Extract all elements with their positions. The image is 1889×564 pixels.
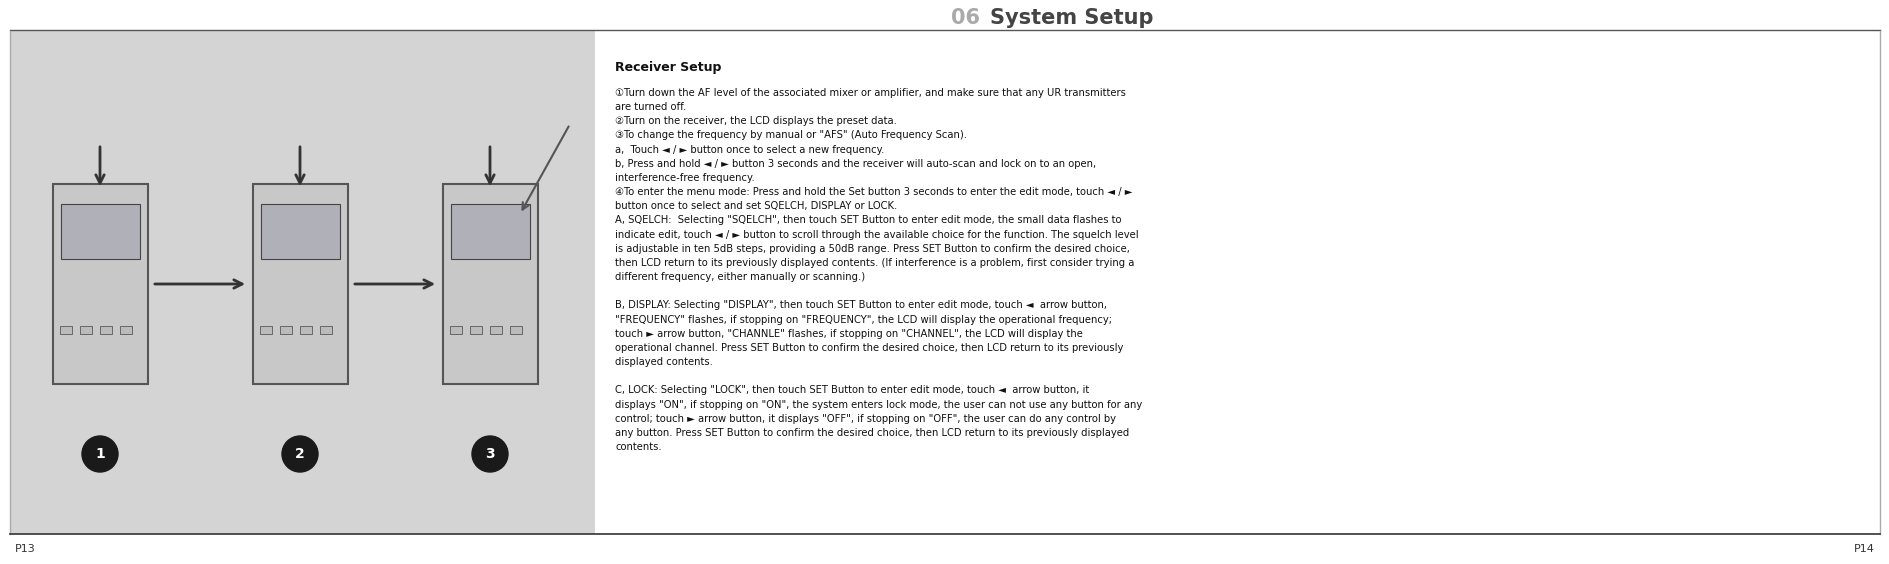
Bar <box>60 204 140 259</box>
Text: P14: P14 <box>1853 544 1874 554</box>
Bar <box>442 184 538 384</box>
Text: ①Turn down the AF level of the associated mixer or amplifier, and make sure that: ①Turn down the AF level of the associate… <box>614 88 1141 452</box>
Bar <box>451 204 529 259</box>
Text: 06: 06 <box>950 8 980 28</box>
Text: System Setup: System Setup <box>990 8 1152 28</box>
Text: Receiver Setup: Receiver Setup <box>614 61 722 74</box>
Text: 1: 1 <box>94 447 104 461</box>
Circle shape <box>81 436 117 472</box>
Bar <box>100 326 111 334</box>
Bar <box>253 184 348 384</box>
Bar <box>450 326 461 334</box>
Text: 2: 2 <box>295 447 304 461</box>
Text: 3: 3 <box>485 447 495 461</box>
Bar <box>261 326 272 334</box>
Bar <box>79 326 93 334</box>
Bar <box>470 326 482 334</box>
Circle shape <box>472 436 508 472</box>
Bar <box>9 31 595 534</box>
Bar <box>489 326 502 334</box>
Bar <box>261 204 340 259</box>
Bar <box>119 326 132 334</box>
Circle shape <box>281 436 317 472</box>
Bar <box>300 326 312 334</box>
Bar <box>319 326 332 334</box>
Text: P13: P13 <box>15 544 36 554</box>
Bar <box>60 326 72 334</box>
Bar <box>53 184 147 384</box>
Bar <box>280 326 291 334</box>
Bar <box>510 326 521 334</box>
